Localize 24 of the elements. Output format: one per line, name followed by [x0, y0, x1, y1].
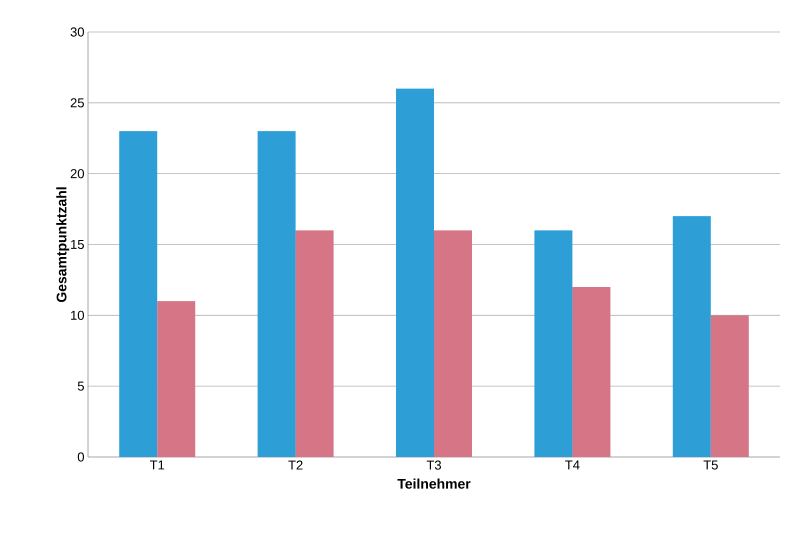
y-tick-label: 15 [71, 240, 84, 250]
x-tick-label: T4 [565, 460, 580, 470]
x-axis-title: Teilnehmer [397, 478, 470, 489]
x-tick-label: T2 [288, 460, 303, 470]
y-tick-label: 25 [70, 98, 84, 108]
y-tick-label: 5 [78, 382, 84, 391]
bar [710, 315, 749, 457]
bar [296, 230, 334, 457]
bar [258, 131, 296, 457]
bar [157, 301, 196, 457]
bar [396, 88, 434, 457]
y-tick-label: 30 [70, 27, 84, 37]
bar [572, 286, 610, 457]
x-tick-label: T3 [426, 460, 442, 470]
x-tick-label: T1 [150, 460, 164, 470]
bar [434, 230, 472, 457]
y-tick-label: 0 [78, 452, 84, 462]
bar [534, 230, 572, 457]
y-tick-label: 20 [70, 169, 84, 178]
x-tick-label: T5 [704, 460, 718, 470]
y-axis-title: Gesamtpunktzahl [56, 187, 70, 302]
bar [672, 216, 711, 457]
bar [119, 131, 158, 457]
y-tick-label: 10 [71, 310, 84, 320]
